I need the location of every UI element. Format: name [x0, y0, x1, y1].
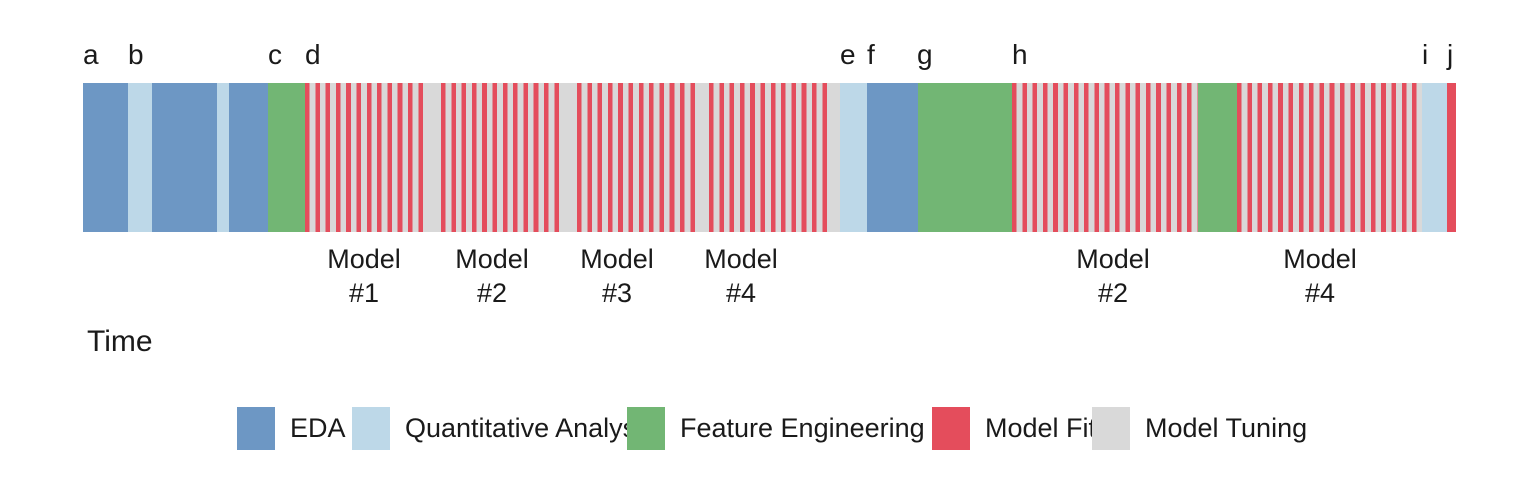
model-label-3: Model #3 [580, 242, 654, 310]
legend-item-feature: Feature Engineering [627, 407, 925, 450]
model-label-2: Model #2 [455, 242, 529, 310]
model-label-line1: Model [455, 244, 529, 274]
event-marker-j: j [1447, 39, 1454, 70]
segment-feature [1198, 83, 1237, 232]
model-label-line1: Model [1283, 244, 1357, 274]
segment-quant [128, 83, 152, 232]
event-marker-a: a [83, 39, 99, 70]
segment-quant [217, 83, 229, 232]
model-label-5: Model #2 [1076, 242, 1150, 310]
segment-fit-tuning [441, 83, 563, 232]
model-label-6: Model #4 [1283, 242, 1357, 310]
model-label-line2: #2 [1097, 278, 1129, 308]
segment-fit-tuning [709, 83, 829, 232]
segment-tuning [695, 83, 709, 232]
legend-label-feature: Feature Engineering [680, 413, 925, 443]
segment-eda [867, 83, 918, 232]
x-axis-label: Time [87, 325, 153, 358]
segment-fit-tuning [305, 83, 427, 232]
model-label-1: Model #1 [327, 242, 401, 310]
event-marker-c: c [268, 39, 282, 70]
legend-item-fit: Model Fit [932, 407, 1096, 450]
timeline-bar [83, 83, 1456, 232]
segment-quant [840, 83, 867, 232]
model-label-line1: Model [580, 244, 654, 274]
event-marker-g: g [917, 39, 933, 70]
event-marker-e: e [840, 39, 856, 70]
model-label-line2: #1 [348, 278, 380, 308]
legend-label-fit: Model Fit [985, 413, 1097, 443]
event-marker-f: f [867, 39, 875, 70]
model-label-line1: Model [1076, 244, 1150, 274]
legend-label-quant: Quantitative Analysis [405, 413, 656, 443]
model-label-line2: #4 [1304, 278, 1336, 308]
segment-eda [229, 83, 268, 232]
segment-feature [918, 83, 1012, 232]
legend-label-tuning: Model Tuning [1145, 413, 1308, 443]
segment-quant [1422, 83, 1447, 232]
model-label-line2: #2 [476, 278, 508, 308]
segment-fit [1447, 83, 1456, 232]
model-label-line2: #3 [601, 278, 633, 308]
segment-tuning [829, 83, 840, 232]
model-label-line1: Model [327, 244, 401, 274]
event-marker-b: b [128, 39, 144, 70]
segment-eda [83, 83, 128, 232]
event-marker-i: i [1422, 39, 1429, 70]
model-label-4: Model #4 [704, 242, 778, 310]
segment-tuning [563, 83, 577, 232]
segment-fit-tuning [577, 83, 695, 232]
segment-fit-tuning [1237, 83, 1422, 232]
segment-feature [268, 83, 305, 232]
legend-swatch-fit [932, 407, 970, 450]
legend-item-quant: Quantitative Analysis [352, 407, 656, 450]
legend-swatch-quant [352, 407, 390, 450]
event-marker-d: d [305, 39, 321, 70]
legend-label-eda: EDA [290, 413, 346, 443]
legend: EDA Quantitative Analysis Feature Engineer… [0, 407, 1536, 450]
legend-swatch-tuning [1092, 407, 1130, 450]
segment-fit-tuning [1012, 83, 1198, 232]
legend-item-eda: EDA [237, 407, 346, 450]
segment-eda [152, 83, 217, 232]
model-label-line2: #4 [725, 278, 757, 308]
segment-tuning [427, 83, 441, 232]
model-label-line1: Model [704, 244, 778, 274]
legend-swatch-feature [627, 407, 665, 450]
event-marker-h: h [1012, 39, 1028, 70]
legend-item-tuning: Model Tuning [1092, 407, 1307, 450]
legend-swatch-eda [237, 407, 275, 450]
